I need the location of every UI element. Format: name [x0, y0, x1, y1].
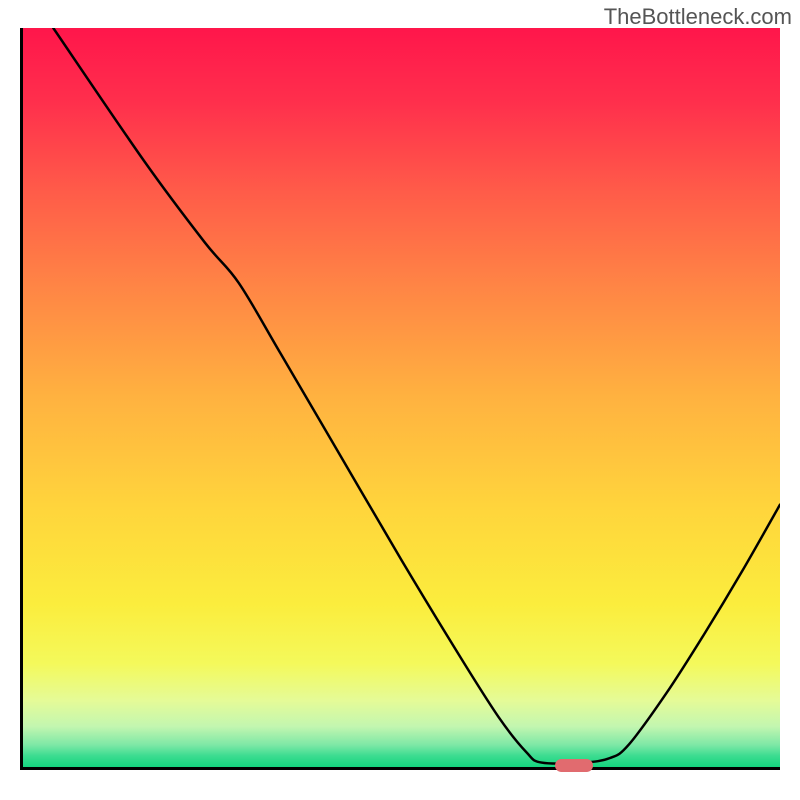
bottleneck-curve	[23, 28, 780, 767]
watermark-text: TheBottleneck.com	[604, 4, 792, 30]
bottleneck-chart: TheBottleneck.com	[0, 0, 800, 800]
plot-area	[20, 28, 780, 770]
optimal-marker	[555, 759, 593, 772]
